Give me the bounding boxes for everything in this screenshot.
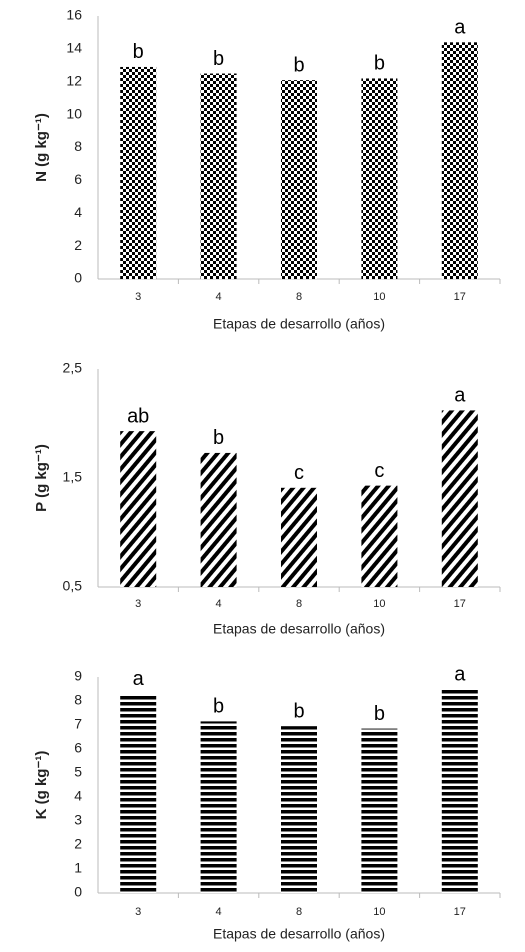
y-tick-label: 2 bbox=[74, 836, 82, 852]
bar bbox=[441, 42, 478, 279]
x-axis-title: Etapas de desarrollo (años) bbox=[213, 621, 385, 637]
significance-letter: a bbox=[133, 668, 145, 690]
bar bbox=[200, 73, 237, 279]
significance-letter: b bbox=[213, 48, 224, 70]
x-axis-title: Etapas de desarrollo (años) bbox=[213, 926, 385, 942]
significance-letter: a bbox=[454, 385, 466, 407]
bar bbox=[361, 78, 398, 280]
y-tick-label: 2,5 bbox=[63, 360, 83, 376]
significance-letter: c bbox=[294, 462, 304, 484]
y-tick-label: 10 bbox=[66, 105, 82, 121]
y-tick-label: 8 bbox=[74, 692, 82, 708]
y-axis-title: N (g kg⁻¹) bbox=[33, 113, 50, 182]
x-tick-label: 4 bbox=[216, 598, 222, 610]
x-tick-label: 4 bbox=[216, 906, 222, 918]
significance-letter: ab bbox=[127, 405, 149, 427]
significance-letter: c bbox=[374, 460, 384, 482]
bar bbox=[120, 66, 157, 279]
x-tick-label: 10 bbox=[373, 291, 385, 303]
y-tick-label: 1,5 bbox=[63, 469, 83, 485]
y-tick-label: 2 bbox=[74, 237, 82, 253]
x-tick-label: 10 bbox=[373, 906, 385, 918]
y-tick-label: 0,5 bbox=[63, 578, 83, 594]
y-axis-title: P (g kg⁻¹) bbox=[33, 444, 50, 512]
significance-letter: b bbox=[293, 54, 304, 76]
x-tick-label: 3 bbox=[135, 906, 141, 918]
x-tick-label: 17 bbox=[454, 598, 466, 610]
bar bbox=[200, 721, 237, 893]
y-axis-title: K (g kg⁻¹) bbox=[33, 751, 50, 820]
bar bbox=[361, 485, 398, 587]
bar bbox=[120, 693, 157, 893]
y-tick-label: 6 bbox=[74, 740, 82, 756]
x-axis-title: Etapas de desarrollo (años) bbox=[213, 316, 385, 332]
x-tick-label: 3 bbox=[135, 291, 141, 303]
y-tick-label: 1 bbox=[74, 860, 82, 876]
significance-letter: b bbox=[213, 696, 224, 718]
bar bbox=[441, 689, 478, 893]
bar bbox=[281, 487, 317, 587]
bar bbox=[441, 410, 478, 587]
significance-letter: a bbox=[454, 17, 466, 39]
y-tick-label: 4 bbox=[74, 204, 82, 220]
x-tick-label: 8 bbox=[296, 291, 302, 303]
x-tick-label: 10 bbox=[373, 598, 385, 610]
y-tick-label: 6 bbox=[74, 171, 82, 187]
bar bbox=[200, 452, 237, 587]
y-tick-label: 0 bbox=[74, 270, 82, 286]
bar bbox=[281, 726, 317, 893]
y-tick-label: 14 bbox=[66, 40, 82, 56]
x-tick-label: 3 bbox=[135, 598, 141, 610]
significance-letter: a bbox=[454, 663, 466, 685]
y-tick-label: 0 bbox=[74, 884, 82, 900]
y-tick-label: 8 bbox=[74, 138, 82, 154]
y-tick-label: 4 bbox=[74, 788, 82, 804]
x-tick-label: 17 bbox=[454, 906, 466, 918]
bar bbox=[281, 80, 317, 279]
x-tick-label: 4 bbox=[216, 291, 222, 303]
significance-letter: b bbox=[374, 703, 385, 725]
significance-letter: b bbox=[293, 700, 304, 722]
x-tick-label: 8 bbox=[296, 598, 302, 610]
y-tick-label: 12 bbox=[66, 72, 82, 88]
significance-letter: b bbox=[133, 41, 144, 63]
x-tick-label: 17 bbox=[454, 291, 466, 303]
y-tick-label: 5 bbox=[74, 764, 82, 780]
y-tick-label: 16 bbox=[66, 7, 82, 23]
significance-letter: b bbox=[213, 427, 224, 449]
x-tick-label: 8 bbox=[296, 906, 302, 918]
bar bbox=[120, 431, 157, 587]
y-tick-label: 3 bbox=[74, 812, 82, 828]
y-tick-label: 7 bbox=[74, 716, 82, 732]
y-tick-label: 9 bbox=[74, 668, 82, 684]
significance-letter: b bbox=[374, 53, 385, 75]
bar bbox=[361, 728, 398, 893]
